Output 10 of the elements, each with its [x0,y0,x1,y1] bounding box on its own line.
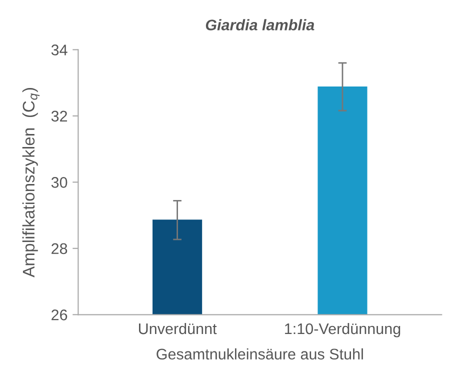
y-tick-label: 32 [51,110,68,122]
y-axis-title: Amplifikationszyklen (C$_{q}$) [22,88,40,278]
y-tick-label: 26 [52,310,68,320]
y-tick-label: 34 [51,44,68,56]
x-axis-title: Gesamtnukleinsäure aus Stuhl [156,348,363,360]
chart-title: Giardia lamblia [206,19,314,30]
y-tick-label: 30 [51,177,68,188]
x-tick-label: 1:10-Verdünnung [285,322,400,338]
y-tick-label: 28 [52,243,68,254]
x-tick-label: Unverdünnt [139,322,217,334]
